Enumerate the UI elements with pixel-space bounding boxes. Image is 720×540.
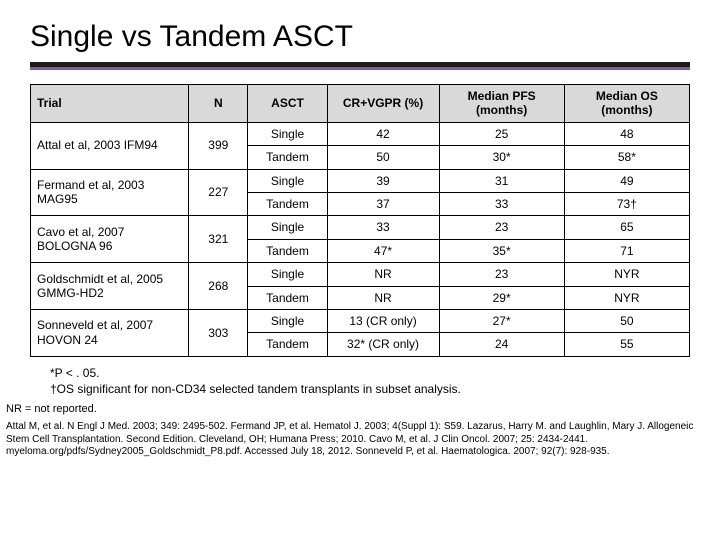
col-asct: ASCT <box>248 85 327 123</box>
cell-pfs: 30* <box>439 146 564 169</box>
cell-asct: Tandem <box>248 192 327 215</box>
cell-pfs: 23 <box>439 216 564 239</box>
cell-asct: Tandem <box>248 286 327 309</box>
cell-pfs: 27* <box>439 309 564 332</box>
cell-os: 50 <box>564 309 689 332</box>
cell-asct: Single <box>248 263 327 286</box>
cell-cr: 39 <box>327 169 439 192</box>
cell-pfs: 33 <box>439 192 564 215</box>
cell-os: 55 <box>564 333 689 356</box>
trial-name: Attal et al, 2003 IFM94 <box>31 122 189 169</box>
cell-asct: Tandem <box>248 146 327 169</box>
page-title: Single vs Tandem ASCT <box>0 20 720 62</box>
cell-cr: 50 <box>327 146 439 169</box>
cell-cr: NR <box>327 263 439 286</box>
table-body: Attal et al, 2003 IFM94399Single422548Ta… <box>31 122 690 356</box>
cell-pfs: 31 <box>439 169 564 192</box>
divider-purple <box>30 67 690 70</box>
references: Attal M, et al. N Engl J Med. 2003; 349:… <box>0 415 720 459</box>
table-row: Cavo et al, 2007 BOLOGNA 96321Single3323… <box>31 216 690 239</box>
cell-cr: 33 <box>327 216 439 239</box>
table-row: Fermand et al, 2003 MAG95227Single393149 <box>31 169 690 192</box>
trial-name: Goldschmidt et al, 2005 GMMG-HD2 <box>31 263 189 310</box>
col-n: N <box>189 85 248 123</box>
cell-cr: 32* (CR only) <box>327 333 439 356</box>
trial-n: 321 <box>189 216 248 263</box>
table-row: Attal et al, 2003 IFM94399Single422548 <box>31 122 690 145</box>
cell-os: 71 <box>564 239 689 262</box>
cell-asct: Tandem <box>248 333 327 356</box>
col-os: Median OS (months) <box>564 85 689 123</box>
trial-n: 399 <box>189 122 248 169</box>
col-trial: Trial <box>31 85 189 123</box>
cell-cr: 13 (CR only) <box>327 309 439 332</box>
abbr: NR = not reported. <box>0 397 720 415</box>
cell-pfs: 24 <box>439 333 564 356</box>
cell-cr: 42 <box>327 122 439 145</box>
col-pfs: Median PFS (months) <box>439 85 564 123</box>
trial-name: Fermand et al, 2003 MAG95 <box>31 169 189 216</box>
cell-asct: Single <box>248 122 327 145</box>
cell-os: NYR <box>564 263 689 286</box>
cell-os: 73† <box>564 192 689 215</box>
trial-name: Cavo et al, 2007 BOLOGNA 96 <box>31 216 189 263</box>
table-header: Trial N ASCT CR+VGPR (%) Median PFS (mon… <box>31 85 690 123</box>
trial-n: 227 <box>189 169 248 216</box>
slide: Single vs Tandem ASCT Trial N ASCT CR+VG… <box>0 0 720 540</box>
footnote-os: †OS significant for non-CD34 selected ta… <box>50 381 690 397</box>
cell-pfs: 29* <box>439 286 564 309</box>
trial-n: 303 <box>189 309 248 356</box>
trial-name: Sonneveld et al, 2007 HOVON 24 <box>31 309 189 356</box>
cell-asct: Single <box>248 309 327 332</box>
cell-os: NYR <box>564 286 689 309</box>
comparison-table: Trial N ASCT CR+VGPR (%) Median PFS (mon… <box>30 84 690 357</box>
footnotes: *P < . 05. †OS significant for non-CD34 … <box>0 357 720 397</box>
trial-n: 268 <box>189 263 248 310</box>
cell-pfs: 35* <box>439 239 564 262</box>
cell-asct: Single <box>248 169 327 192</box>
cell-cr: 37 <box>327 192 439 215</box>
col-cr: CR+VGPR (%) <box>327 85 439 123</box>
footnote-p: *P < . 05. <box>50 365 690 381</box>
cell-cr: 47* <box>327 239 439 262</box>
table-row: Goldschmidt et al, 2005 GMMG-HD2268Singl… <box>31 263 690 286</box>
cell-os: 48 <box>564 122 689 145</box>
cell-pfs: 25 <box>439 122 564 145</box>
cell-pfs: 23 <box>439 263 564 286</box>
table-row: Sonneveld et al, 2007 HOVON 24303Single1… <box>31 309 690 332</box>
cell-os: 65 <box>564 216 689 239</box>
cell-os: 58* <box>564 146 689 169</box>
cell-asct: Tandem <box>248 239 327 262</box>
cell-asct: Single <box>248 216 327 239</box>
cell-cr: NR <box>327 286 439 309</box>
cell-os: 49 <box>564 169 689 192</box>
